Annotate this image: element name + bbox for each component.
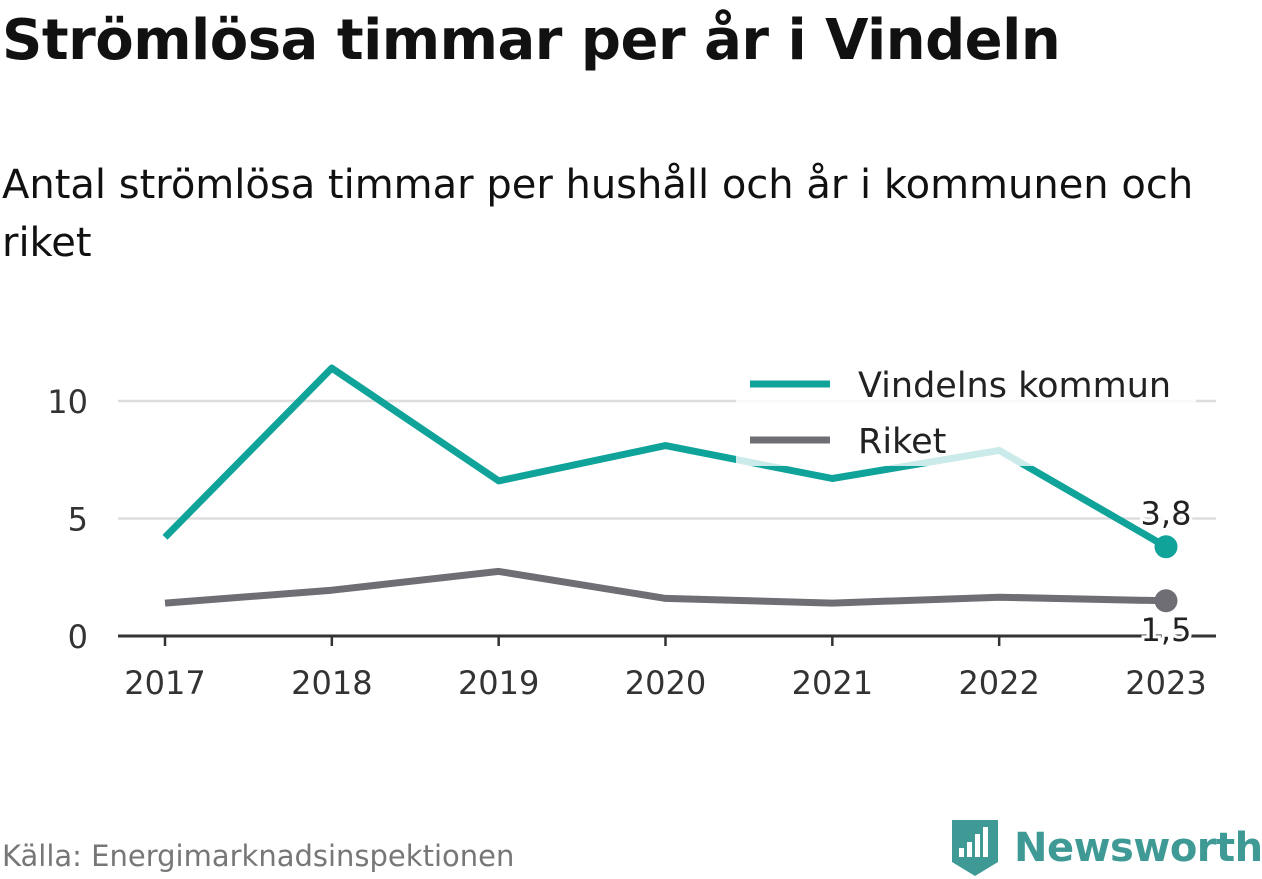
brand-name: Newsworthy <box>1014 825 1262 871</box>
x-tick-label: 2017 <box>124 664 205 702</box>
x-tick-label: 2018 <box>291 664 372 702</box>
y-tick-label: 10 <box>47 383 88 421</box>
legend: Vindelns kommun Riket <box>736 356 1196 466</box>
x-tick-label: 2019 <box>458 664 539 702</box>
end-point-marker <box>1154 535 1178 559</box>
legend-background <box>736 356 1196 466</box>
legend-label: Vindelns kommun <box>858 366 1171 406</box>
chart-subtitle: Antal strömlösa timmar per hushåll och å… <box>2 162 1194 266</box>
brand: Newsworthy <box>950 818 1262 878</box>
y-axis-ticks: 0 5 10 <box>47 383 88 656</box>
x-tick-label: 2020 <box>625 664 706 702</box>
x-tick-label: 2023 <box>1125 664 1206 702</box>
end-markers: 3,8 1,5 <box>1138 492 1195 652</box>
source-text: Källa: Energimarknadsinspektionen <box>2 839 515 873</box>
y-tick-label: 5 <box>68 501 88 539</box>
x-axis-ticks: 2017 2018 2019 2020 2021 2022 2023 <box>124 636 1207 702</box>
legend-label: Riket <box>858 422 946 462</box>
end-point-marker <box>1154 589 1178 613</box>
chart-title: Strömlösa timmar per år i Vindeln <box>2 8 1061 73</box>
y-tick-label: 0 <box>68 618 88 656</box>
x-tick-label: 2021 <box>792 664 873 702</box>
end-value-label: 1,5 <box>1141 611 1192 649</box>
newsworthy-logo-icon <box>952 820 998 876</box>
series-line-riket <box>164 567 1167 607</box>
end-value-label: 3,8 <box>1141 495 1192 533</box>
x-tick-label: 2022 <box>958 664 1039 702</box>
